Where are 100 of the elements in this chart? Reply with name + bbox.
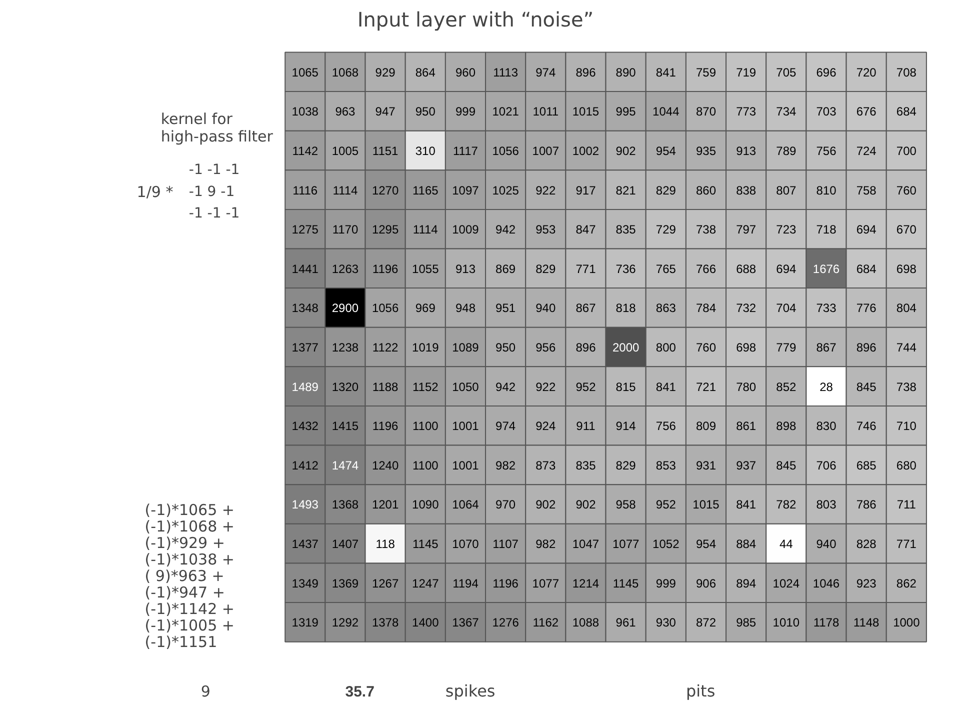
data-label: 1117 bbox=[453, 144, 478, 158]
data-label: 708 bbox=[896, 65, 917, 80]
data-label: 1097 bbox=[452, 183, 480, 198]
data-label: 890 bbox=[616, 65, 636, 80]
data-label: 818 bbox=[616, 301, 636, 316]
data-label: 1400 bbox=[412, 616, 440, 630]
data-label: 906 bbox=[696, 576, 716, 590]
data-label: 830 bbox=[816, 419, 837, 434]
data-label: 951 bbox=[496, 301, 516, 316]
data-label: 810 bbox=[816, 183, 837, 198]
data-label: 1021 bbox=[492, 104, 520, 119]
data-label: 1055 bbox=[412, 262, 440, 276]
data-label: 1044 bbox=[652, 104, 680, 119]
data-label: 685 bbox=[856, 458, 877, 472]
data-label: 896 bbox=[576, 340, 596, 355]
data-label: 884 bbox=[736, 537, 756, 552]
data-label: 784 bbox=[696, 301, 716, 316]
data-label: 720 bbox=[856, 65, 877, 80]
data-label: 733 bbox=[816, 301, 837, 316]
data-label: 1196 bbox=[492, 576, 519, 590]
data-label: 1196 bbox=[372, 262, 399, 276]
data-label: 1068 bbox=[332, 65, 359, 80]
data-label: 1000 bbox=[893, 616, 920, 630]
data-label: 969 bbox=[415, 301, 436, 316]
data-label: 797 bbox=[736, 222, 756, 237]
data-label: 929 bbox=[375, 65, 396, 80]
data-label: 1432 bbox=[292, 419, 319, 434]
data-label: 1100 bbox=[412, 419, 439, 434]
data-label: 1151 bbox=[372, 144, 399, 158]
data-label: 1064 bbox=[452, 498, 480, 512]
data-label: 1240 bbox=[372, 458, 399, 472]
data-label: 1145 bbox=[612, 576, 640, 590]
data-label: 947 bbox=[375, 104, 396, 119]
data-label: 2900 bbox=[332, 301, 359, 316]
data-label: 1367 bbox=[452, 616, 480, 630]
data-label: 710 bbox=[896, 419, 917, 434]
data-label: 940 bbox=[816, 537, 837, 552]
data-label: 1019 bbox=[412, 340, 440, 355]
data-label: 1263 bbox=[332, 262, 359, 276]
data-label: 771 bbox=[576, 262, 596, 276]
data-label: 700 bbox=[896, 144, 917, 158]
data-label: 1047 bbox=[572, 537, 600, 552]
data-label: 954 bbox=[656, 144, 676, 158]
data-label: 902 bbox=[616, 144, 636, 158]
data-label: 1056 bbox=[372, 301, 399, 316]
data-label: 1319 bbox=[292, 616, 319, 630]
data-label: 688 bbox=[736, 262, 756, 276]
data-label: 771 bbox=[896, 537, 917, 552]
data-label: 913 bbox=[455, 262, 476, 276]
data-label: 940 bbox=[536, 301, 556, 316]
data-label: 1275 bbox=[292, 222, 319, 237]
data-label: 1412 bbox=[292, 458, 319, 472]
data-label: 703 bbox=[816, 104, 837, 119]
data-label: 736 bbox=[616, 262, 636, 276]
data-label: 860 bbox=[696, 183, 716, 198]
data-label: 1114 bbox=[412, 222, 438, 237]
text: (-1)*1142 + bbox=[144, 600, 234, 618]
data-label: 1114 bbox=[332, 183, 358, 198]
data-label: 861 bbox=[736, 419, 756, 434]
data-label: 1015 bbox=[572, 104, 600, 119]
data-label: 862 bbox=[896, 576, 917, 590]
data-label: 845 bbox=[856, 380, 877, 394]
data-label: 853 bbox=[656, 458, 676, 472]
data-label: 869 bbox=[496, 262, 516, 276]
data-label: 670 bbox=[896, 222, 917, 237]
data-label: 1145 bbox=[412, 537, 439, 552]
text: (-1)*1005 + bbox=[144, 616, 234, 635]
data-label: 1116 bbox=[292, 183, 318, 198]
data-label: 1001 bbox=[452, 458, 480, 472]
data-label: 804 bbox=[896, 301, 917, 316]
data-label: 1377 bbox=[292, 340, 319, 355]
data-label: 760 bbox=[696, 340, 716, 355]
data-label: 845 bbox=[776, 458, 796, 472]
data-label: 1194 bbox=[452, 576, 479, 590]
data-label: 694 bbox=[776, 262, 796, 276]
data-label: 931 bbox=[696, 458, 716, 472]
data-label: 759 bbox=[696, 65, 716, 80]
data-label: 960 bbox=[455, 65, 476, 80]
data-label: 985 bbox=[736, 616, 756, 630]
text: 9 bbox=[200, 682, 210, 700]
data-label: 732 bbox=[736, 301, 756, 316]
data-label: 28 bbox=[820, 380, 834, 394]
text: 1/9 * bbox=[136, 182, 174, 201]
data-label: 779 bbox=[776, 340, 796, 355]
data-label: 773 bbox=[736, 104, 756, 119]
data-label: 684 bbox=[896, 104, 917, 119]
data-label: 1295 bbox=[372, 222, 399, 237]
data-label: 738 bbox=[896, 380, 917, 394]
data-label: 1100 bbox=[412, 458, 439, 472]
data-label: 1088 bbox=[572, 616, 600, 630]
data-label: 948 bbox=[455, 301, 476, 316]
data-label: 952 bbox=[576, 380, 596, 394]
data-label: 922 bbox=[536, 183, 556, 198]
data-label: 746 bbox=[856, 419, 877, 434]
data-label: 829 bbox=[616, 458, 636, 472]
data-label: 1276 bbox=[492, 616, 520, 630]
data-label: 872 bbox=[696, 616, 716, 630]
data-label: 974 bbox=[536, 65, 556, 80]
data-label: 1009 bbox=[452, 222, 480, 237]
data-label: 1077 bbox=[612, 537, 640, 552]
